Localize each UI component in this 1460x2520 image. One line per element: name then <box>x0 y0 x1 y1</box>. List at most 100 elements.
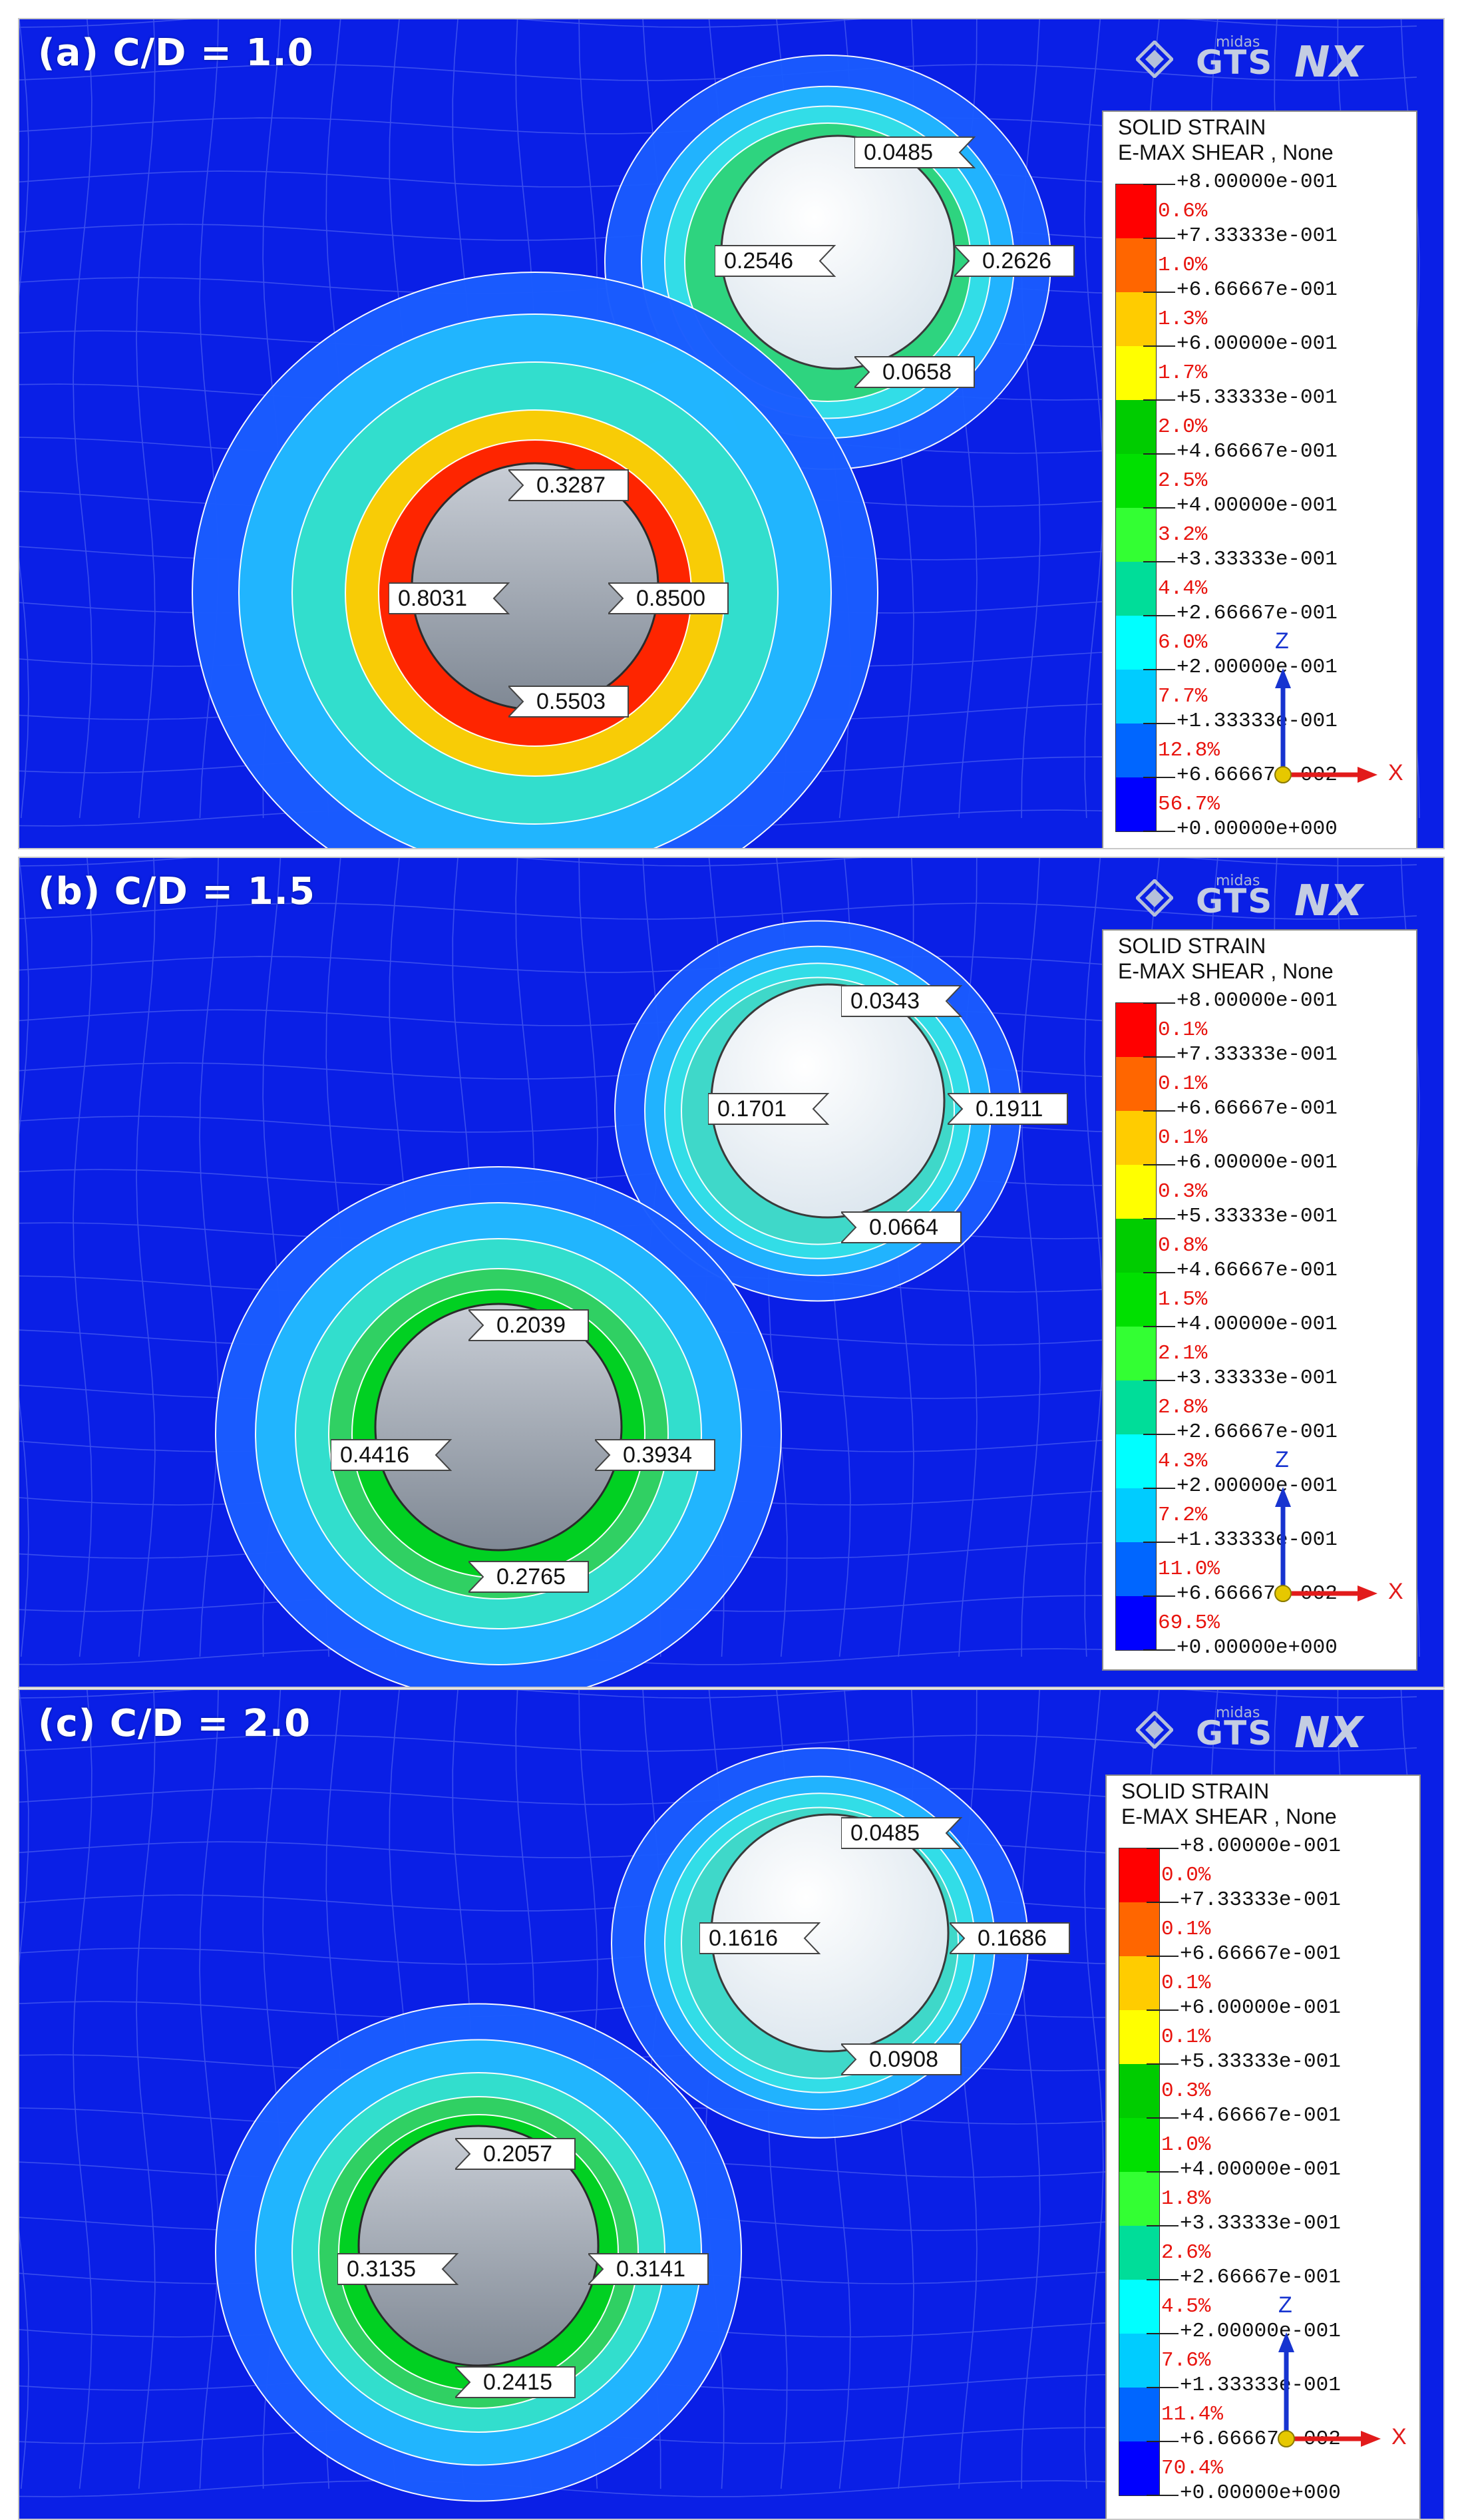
legend-tick-label: +6.66667e-001 <box>1177 278 1338 302</box>
legend-tick <box>1147 2333 1179 2334</box>
axis-z-label: Z <box>1278 2292 1292 2318</box>
legend-band-percentage: 6.0% <box>1158 631 1208 654</box>
logo-main-text: GTS <box>1196 1714 1274 1753</box>
legend-tick <box>1143 238 1175 239</box>
legend-subtitle: E-MAX SHEAR , None <box>1118 140 1334 164</box>
axis-triad-icon <box>1274 1487 1377 1602</box>
legend-tick <box>1143 292 1175 293</box>
axis-x-label: X <box>1388 760 1403 785</box>
legend-band <box>1116 616 1156 670</box>
legend-band-percentage: 0.1% <box>1158 1072 1208 1096</box>
lower-tunnel-top-tag-value: 0.2039 <box>496 1313 566 1338</box>
legend-band <box>1116 1273 1156 1327</box>
lower-tunnel-top-tag-value: 0.2057 <box>483 2141 552 2167</box>
legend-band-percentage: 7.6% <box>1161 2349 1211 2372</box>
logo-main-text: GTS <box>1196 43 1274 82</box>
upper-tunnel-top-tag: 0.0485 <box>841 1816 963 1850</box>
lower-tunnel-bottom-tag-value: 0.2415 <box>483 2370 552 2395</box>
legend-tick <box>1143 831 1175 832</box>
logo-small-text: midas <box>1216 873 1260 889</box>
legend-tick-label: +5.33333e-001 <box>1177 386 1338 409</box>
legend-tick-label: +4.66667e-001 <box>1180 2104 1341 2127</box>
legend-tick <box>1143 507 1175 509</box>
panel-title: (c) C/D = 2.0 <box>38 1702 311 1745</box>
lower-tunnel-bottom-tag: 0.2765 <box>468 1560 589 1593</box>
legend-band-percentage: 4.3% <box>1158 1450 1208 1473</box>
legend-band <box>1119 2118 1159 2172</box>
legend-band <box>1116 777 1156 831</box>
legend-band <box>1116 1596 1156 1650</box>
legend-tick <box>1147 2495 1179 2496</box>
legend-band <box>1116 1434 1156 1488</box>
legend-color-bar <box>1115 1002 1157 1651</box>
legend-tick <box>1143 669 1175 670</box>
legend-band-percentage: 2.0% <box>1158 415 1208 439</box>
legend-tick-label: +6.00000e-001 <box>1180 1996 1341 2019</box>
upper-tunnel-left-tag-value: 0.2546 <box>724 248 793 274</box>
legend-tick <box>1147 2279 1179 2280</box>
legend-band-percentage: 70.4% <box>1161 2457 1224 2480</box>
legend-band <box>1116 346 1156 400</box>
upper-tunnel-left-tag: 0.1616 <box>699 1922 821 1955</box>
legend-band-percentage: 0.0% <box>1161 1864 1211 1887</box>
upper-tunnel-bottom-tag: 0.0658 <box>854 355 975 389</box>
legend-tick <box>1143 1380 1175 1381</box>
legend-band <box>1116 1327 1156 1380</box>
legend-tick <box>1143 399 1175 401</box>
upper-tunnel-right-tag: 0.1911 <box>948 1092 1068 1126</box>
legend-band <box>1116 184 1156 238</box>
legend-band <box>1119 2226 1159 2280</box>
legend-tick <box>1147 2063 1179 2065</box>
lower-tunnel-right-tag: 0.3141 <box>588 2252 709 2286</box>
upper-tunnel-top-tag: 0.0343 <box>841 984 963 1018</box>
upper-tunnel-top-tag-value: 0.0485 <box>864 140 933 165</box>
midas-gts-nx-logo: midas GTS NX <box>1116 34 1402 87</box>
lower-tunnel-bottom-tag: 0.5503 <box>508 685 629 718</box>
legend-tick-label: +4.00000e-001 <box>1177 1313 1338 1336</box>
lower-tunnel-left-tag: 0.3135 <box>337 2252 459 2286</box>
legend-band <box>1116 1542 1156 1596</box>
legend-tick-label: +5.33333e-001 <box>1177 1205 1338 1228</box>
upper-tunnel-bottom-tag-value: 0.0658 <box>882 359 952 385</box>
midas-gts-nx-logo: midas GTS NX <box>1116 1705 1402 1758</box>
axis-z-label: Z <box>1275 628 1289 654</box>
strain-legend: SOLID STRAIN E-MAX SHEAR , None +8.00000e-… <box>1102 110 1417 848</box>
legend-tick <box>1147 2171 1179 2173</box>
legend-band-percentage: 4.5% <box>1161 2295 1211 2318</box>
legend-band-percentage: 1.0% <box>1158 254 1208 277</box>
legend-tick-label: +6.66667e-001 <box>1180 1942 1341 1966</box>
legend-band-percentage: 0.3% <box>1161 2079 1211 2103</box>
legend-tick <box>1147 2117 1179 2119</box>
legend-band <box>1116 454 1156 508</box>
legend-band <box>1116 670 1156 724</box>
legend-band-percentage: 11.0% <box>1158 1558 1220 1581</box>
legend-band-percentage: 1.8% <box>1161 2187 1211 2210</box>
upper-tunnel-top-tag-value: 0.0343 <box>850 988 920 1014</box>
legend-tick <box>1143 1649 1175 1651</box>
lower-tunnel-circle <box>374 1303 623 1552</box>
legend-band-percentage: 0.6% <box>1158 200 1208 223</box>
lower-tunnel-top-tag: 0.2057 <box>455 2137 576 2171</box>
legend-tick <box>1147 1848 1179 1849</box>
legend-band-percentage: 2.8% <box>1158 1396 1208 1419</box>
legend-band <box>1116 508 1156 562</box>
legend-tick <box>1143 1326 1175 1327</box>
legend-tick <box>1147 1956 1179 1957</box>
legend-band-percentage: 0.1% <box>1161 2025 1211 2049</box>
panel-b: (b) C/D = 1.5 midas GTS NX SOLID STRAIN E-MAX… <box>18 857 1445 1688</box>
legend-band-percentage: 0.1% <box>1161 1918 1211 1941</box>
upper-tunnel-top-tag: 0.0485 <box>854 136 976 169</box>
legend-band <box>1116 724 1156 777</box>
lower-tunnel-left-tag-value: 0.4416 <box>340 1442 409 1468</box>
legend-tick-label: +2.00000e-001 <box>1177 656 1338 679</box>
logo-diamond-icon <box>1136 1711 1173 1749</box>
midas-gts-nx-logo: midas GTS NX <box>1116 873 1402 926</box>
legend-tick <box>1143 723 1175 724</box>
legend-band-percentage: 7.7% <box>1158 685 1208 708</box>
legend-band <box>1116 1057 1156 1111</box>
legend-tick <box>1143 345 1175 347</box>
upper-tunnel-bottom-tag: 0.0908 <box>841 2043 962 2076</box>
legend-tick <box>1143 184 1175 185</box>
legend-tick <box>1147 2387 1179 2388</box>
legend-tick-label: +5.33333e-001 <box>1180 2050 1341 2073</box>
